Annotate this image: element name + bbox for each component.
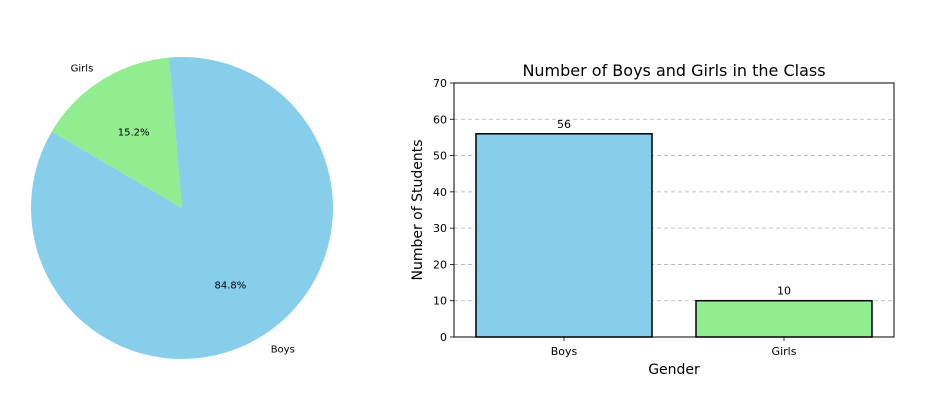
x-axis-title: Gender — [648, 362, 700, 378]
bar-chart-title: Number of Boys and Girls in the Class — [522, 61, 825, 80]
pie-category-label-boys: Boys — [271, 344, 295, 355]
pie-percent-label-girls: 15.2% — [118, 127, 150, 138]
y-tick-label: 30 — [433, 222, 447, 235]
pie-category-label-girls: Girls — [71, 64, 94, 75]
bar-chart: Number of Boys and Girls in the Class Ge… — [410, 61, 895, 378]
x-tick-label-girls: Girls — [772, 345, 797, 358]
y-axis-title: Number of Students — [410, 139, 426, 280]
plot-frame — [453, 82, 895, 338]
pie-percent-label-boys: 84.8% — [214, 281, 246, 292]
pie-slice-girls — [51, 57, 182, 208]
pie-chart: 84.8% Boys 15.2% Girls — [31, 57, 334, 360]
y-tick-label: 0 — [440, 331, 447, 344]
y-tick-label: 20 — [433, 258, 447, 271]
y-tick-label: 60 — [433, 113, 447, 126]
bar-value-label-girls: 10 — [777, 285, 791, 298]
bar-value-label-boys: 56 — [557, 118, 571, 131]
pie-slice-boys — [31, 57, 334, 360]
y-tick-label: 50 — [433, 150, 447, 163]
bar-boys — [475, 133, 653, 338]
y-tick-label: 10 — [433, 295, 447, 308]
x-tick-label-boys: Boys — [551, 345, 578, 358]
bar-girls — [695, 299, 873, 338]
y-tick-label: 70 — [433, 77, 447, 90]
y-tick-label: 40 — [433, 186, 447, 199]
